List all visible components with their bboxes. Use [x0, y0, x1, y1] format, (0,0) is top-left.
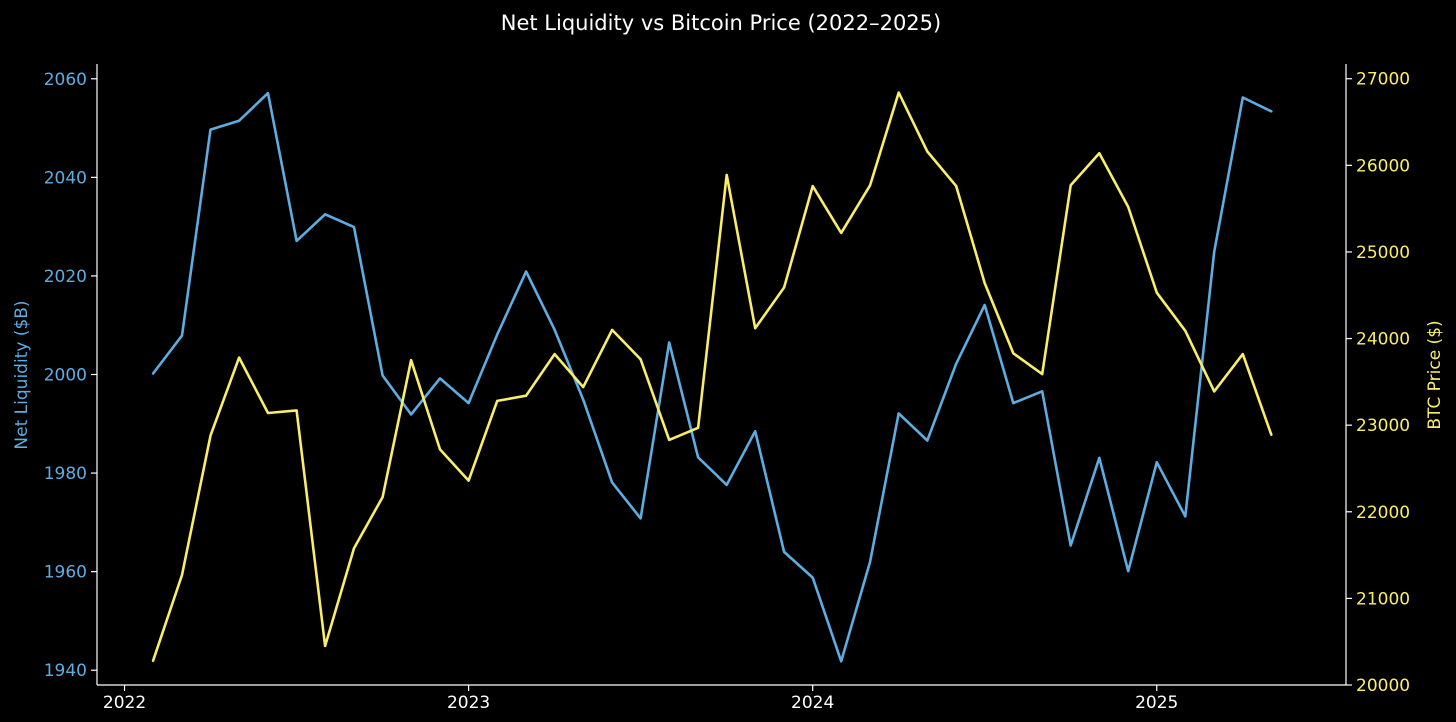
btc-price-line: [151, 91, 1273, 663]
left-tick-label: 2020: [44, 267, 87, 287]
right-tick-label: 26000: [1356, 156, 1410, 176]
right-tick-label: 27000: [1356, 70, 1410, 90]
series-layer: [151, 91, 1273, 663]
left-axis-title: Net Liquidity ($B): [12, 300, 32, 449]
left-tick-label: 1960: [44, 563, 87, 583]
left-tick-label: 2040: [44, 168, 87, 188]
right-tick-label: 24000: [1356, 330, 1410, 350]
right-tick-label: 21000: [1356, 589, 1410, 609]
left-tick-label: 2060: [44, 70, 87, 90]
left-tick-label: 2000: [44, 366, 87, 386]
net-liquidity-line: [151, 91, 1273, 663]
right-tick-label: 25000: [1356, 243, 1410, 263]
x-axis: 2022 2023 2024 2025: [97, 684, 1346, 713]
x-tick-label: 2023: [447, 693, 490, 713]
right-axis-title: BTC Price ($): [1425, 320, 1445, 429]
left-tick-label: 1940: [44, 661, 87, 681]
left-y-axis: 1940 1960 1980 2000 2020 2040 2060: [44, 64, 98, 685]
chart-title: Net Liquidity vs Bitcoin Price (2022–202…: [501, 11, 941, 35]
x-tick-label: 2022: [103, 693, 146, 713]
right-tick-label: 20000: [1356, 676, 1410, 696]
right-y-axis: 20000 21000 22000 23000 24000 25000 26000 27000: [1345, 64, 1410, 696]
x-tick-label: 2024: [791, 693, 834, 713]
right-tick-label: 22000: [1356, 503, 1410, 523]
right-tick-label: 23000: [1356, 416, 1410, 436]
left-tick-label: 1980: [44, 464, 87, 484]
x-tick-label: 2025: [1135, 693, 1178, 713]
